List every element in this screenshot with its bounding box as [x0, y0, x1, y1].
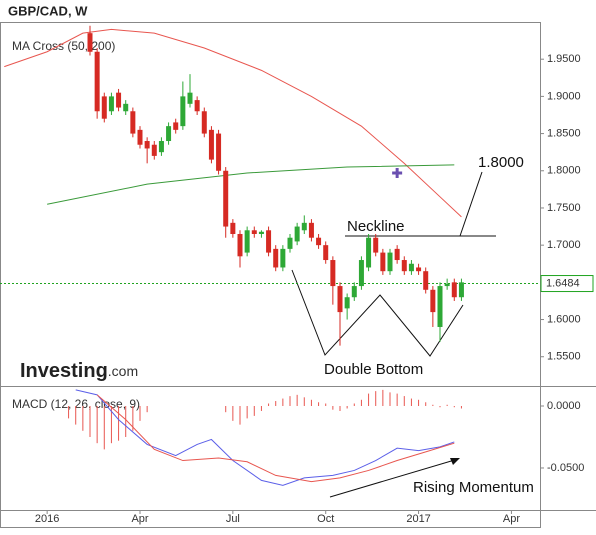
candle-body — [323, 245, 329, 261]
candle-body — [173, 122, 179, 130]
candle-body — [266, 230, 272, 253]
candle-body — [380, 252, 386, 272]
candle-body — [130, 111, 136, 134]
candle-body — [308, 222, 314, 238]
candle-body — [108, 96, 114, 112]
y-tick-label: 1.9500 — [547, 53, 581, 65]
moving-average — [4, 28, 462, 218]
candle-body — [280, 248, 286, 268]
y-tick-label: 0.0000 — [547, 400, 581, 412]
annotation: Double Bottom — [324, 361, 423, 378]
candle-body — [258, 231, 264, 234]
candle-body — [437, 286, 443, 327]
candle-body — [244, 230, 250, 253]
x-tick-label: Oct — [317, 513, 334, 525]
x-tick-label: Apr — [131, 513, 148, 525]
brand-suffix: .com — [108, 363, 138, 379]
y-tick-label: 1.9000 — [547, 90, 581, 102]
brand-name: Investing — [20, 360, 108, 382]
x-tick-label: 2016 — [35, 513, 59, 525]
y-tick-label: 1.5500 — [547, 351, 581, 363]
y-tick-label: 1.8000 — [547, 165, 581, 177]
annotation: Rising Momentum — [413, 479, 534, 496]
candle-body — [444, 283, 450, 287]
candle-body — [251, 230, 257, 234]
candle-body — [387, 252, 393, 272]
x-tick-label: Jul — [226, 513, 240, 525]
macd-line — [96, 394, 455, 483]
candle-body — [144, 141, 150, 149]
last-price-box — [540, 275, 594, 293]
y-tick-label: 1.8500 — [547, 127, 581, 139]
y-tick-label: 1.7000 — [547, 239, 581, 251]
candle-body — [287, 237, 293, 249]
candle-body — [180, 96, 186, 127]
candle-body — [344, 297, 350, 309]
y-tick-label: 1.7500 — [547, 202, 581, 214]
cross-marker — [392, 168, 403, 179]
candle-body — [330, 260, 336, 287]
candle-body — [230, 222, 236, 234]
candle-body — [430, 289, 436, 313]
annotation-line — [459, 171, 483, 237]
candle-body — [458, 282, 464, 298]
candle-body — [451, 282, 457, 298]
chart-title: GBP/CAD, W — [8, 3, 88, 18]
candle-body — [87, 33, 93, 52]
candle-body — [223, 170, 229, 227]
candle-body — [116, 92, 122, 108]
candle-body — [401, 260, 407, 272]
candle-body — [408, 263, 414, 272]
candle-body — [273, 248, 279, 268]
annotation: 1.8000 — [478, 154, 524, 171]
brand: Investing.com — [20, 360, 138, 382]
candle-body — [201, 111, 207, 134]
frame — [0, 22, 541, 528]
y-tick-label: -0.0500 — [547, 462, 584, 474]
last-price-label: 1.6484 — [546, 277, 580, 289]
candle-body — [351, 286, 357, 298]
momentum-arrow — [329, 458, 459, 498]
arrow-head — [450, 458, 460, 465]
candle-body — [337, 286, 343, 313]
y-tick-label: 1.6000 — [547, 313, 581, 325]
candle-body — [316, 237, 322, 246]
candle-body — [294, 226, 300, 242]
double-bottom-lines — [291, 269, 464, 357]
candle-body — [366, 237, 372, 268]
candle-body — [123, 103, 129, 112]
candle-body — [301, 222, 307, 231]
candle-body — [373, 237, 379, 253]
candle-body — [94, 51, 100, 112]
candle-body — [358, 260, 364, 287]
candle-body — [194, 100, 200, 112]
indicator-label: MA Cross (50, 200) — [12, 39, 115, 53]
x-tick-label: 2017 — [406, 513, 430, 525]
candle-body — [423, 271, 429, 290]
candle-body — [416, 267, 422, 272]
macd-line — [75, 389, 455, 486]
annotation: Neckline — [347, 218, 405, 235]
candle-body — [101, 96, 107, 119]
candle-body — [158, 141, 164, 153]
candle-body — [137, 129, 143, 145]
candle-body — [216, 133, 222, 171]
candle-body — [166, 126, 172, 142]
candle-body — [151, 144, 157, 156]
candle-body — [237, 233, 243, 257]
candle-body — [187, 92, 193, 104]
candle-body — [394, 248, 400, 261]
moving-average — [47, 164, 455, 205]
candle-body — [208, 129, 214, 160]
x-tick-label: Apr — [503, 513, 520, 525]
